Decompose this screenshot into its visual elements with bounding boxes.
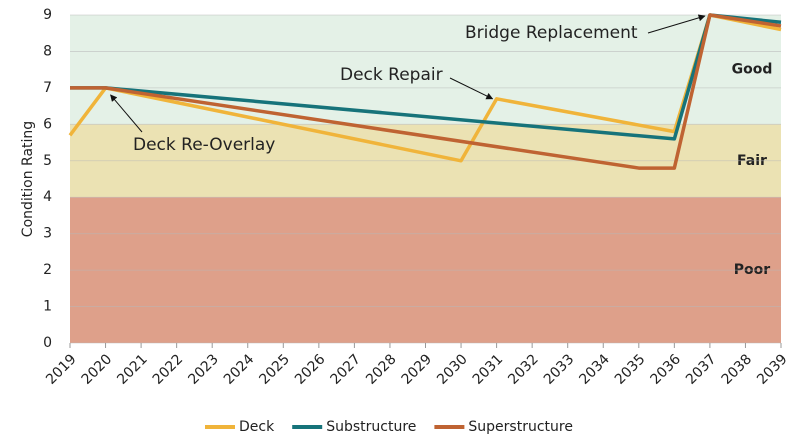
x-tick-label: 2023 <box>185 351 222 388</box>
x-tick-label: 2033 <box>541 351 578 388</box>
y-tick-label: 4 <box>43 189 52 205</box>
y-tick-label: 5 <box>43 153 52 169</box>
annotation-text: Deck Repair <box>340 65 443 85</box>
annotation-text: Deck Re-Overlay <box>133 135 275 155</box>
x-tick-label: 2026 <box>292 351 329 388</box>
x-tick-label: 2034 <box>576 351 613 388</box>
x-tick-label: 2020 <box>79 351 116 388</box>
x-tick-label: 2031 <box>470 351 507 388</box>
annotation-text: Bridge Replacement <box>465 23 638 43</box>
x-tick-label: 2039 <box>754 351 791 388</box>
annotation-arrow <box>647 14 706 34</box>
y-tick-label: 1 <box>43 299 52 315</box>
line <box>70 13 782 170</box>
annotation-arrow <box>110 94 143 133</box>
x-tick-label: 2024 <box>221 351 258 388</box>
x-tick-label: 2027 <box>328 351 365 388</box>
band-label: Good <box>732 62 773 78</box>
x-tick-label: 2029 <box>399 351 436 388</box>
y-tick-label: 0 <box>43 335 52 351</box>
y-tick-label: 7 <box>43 80 52 96</box>
x-tick-label: 2036 <box>647 351 684 388</box>
y-axis-label: Condition Rating <box>20 121 36 237</box>
x-tick-label: 2035 <box>612 351 649 388</box>
x-tick-label: 2019 <box>43 351 80 388</box>
x-tick-label: 2025 <box>256 351 293 388</box>
x-tick-label: 2022 <box>150 351 187 388</box>
x-tick-label: 2030 <box>434 351 471 388</box>
y-tick-label: 3 <box>43 226 52 242</box>
y-tick-label: 6 <box>43 116 52 132</box>
legend-label: Deck <box>239 419 275 435</box>
legend-label: Superstructure <box>468 419 573 435</box>
annotation-arrow <box>449 77 494 100</box>
legend-label: Substructure <box>326 419 416 435</box>
x-tick-label: 2037 <box>683 351 720 388</box>
x-tick-label: 2038 <box>719 351 756 388</box>
y-tick-label: 2 <box>43 262 52 278</box>
y-tick-label: 8 <box>43 43 52 59</box>
y-tick-label: 9 <box>43 7 52 23</box>
x-tick-label: 2028 <box>363 351 400 388</box>
x-tick-label: 2021 <box>114 351 151 388</box>
x-tick-label: 2032 <box>505 351 542 388</box>
